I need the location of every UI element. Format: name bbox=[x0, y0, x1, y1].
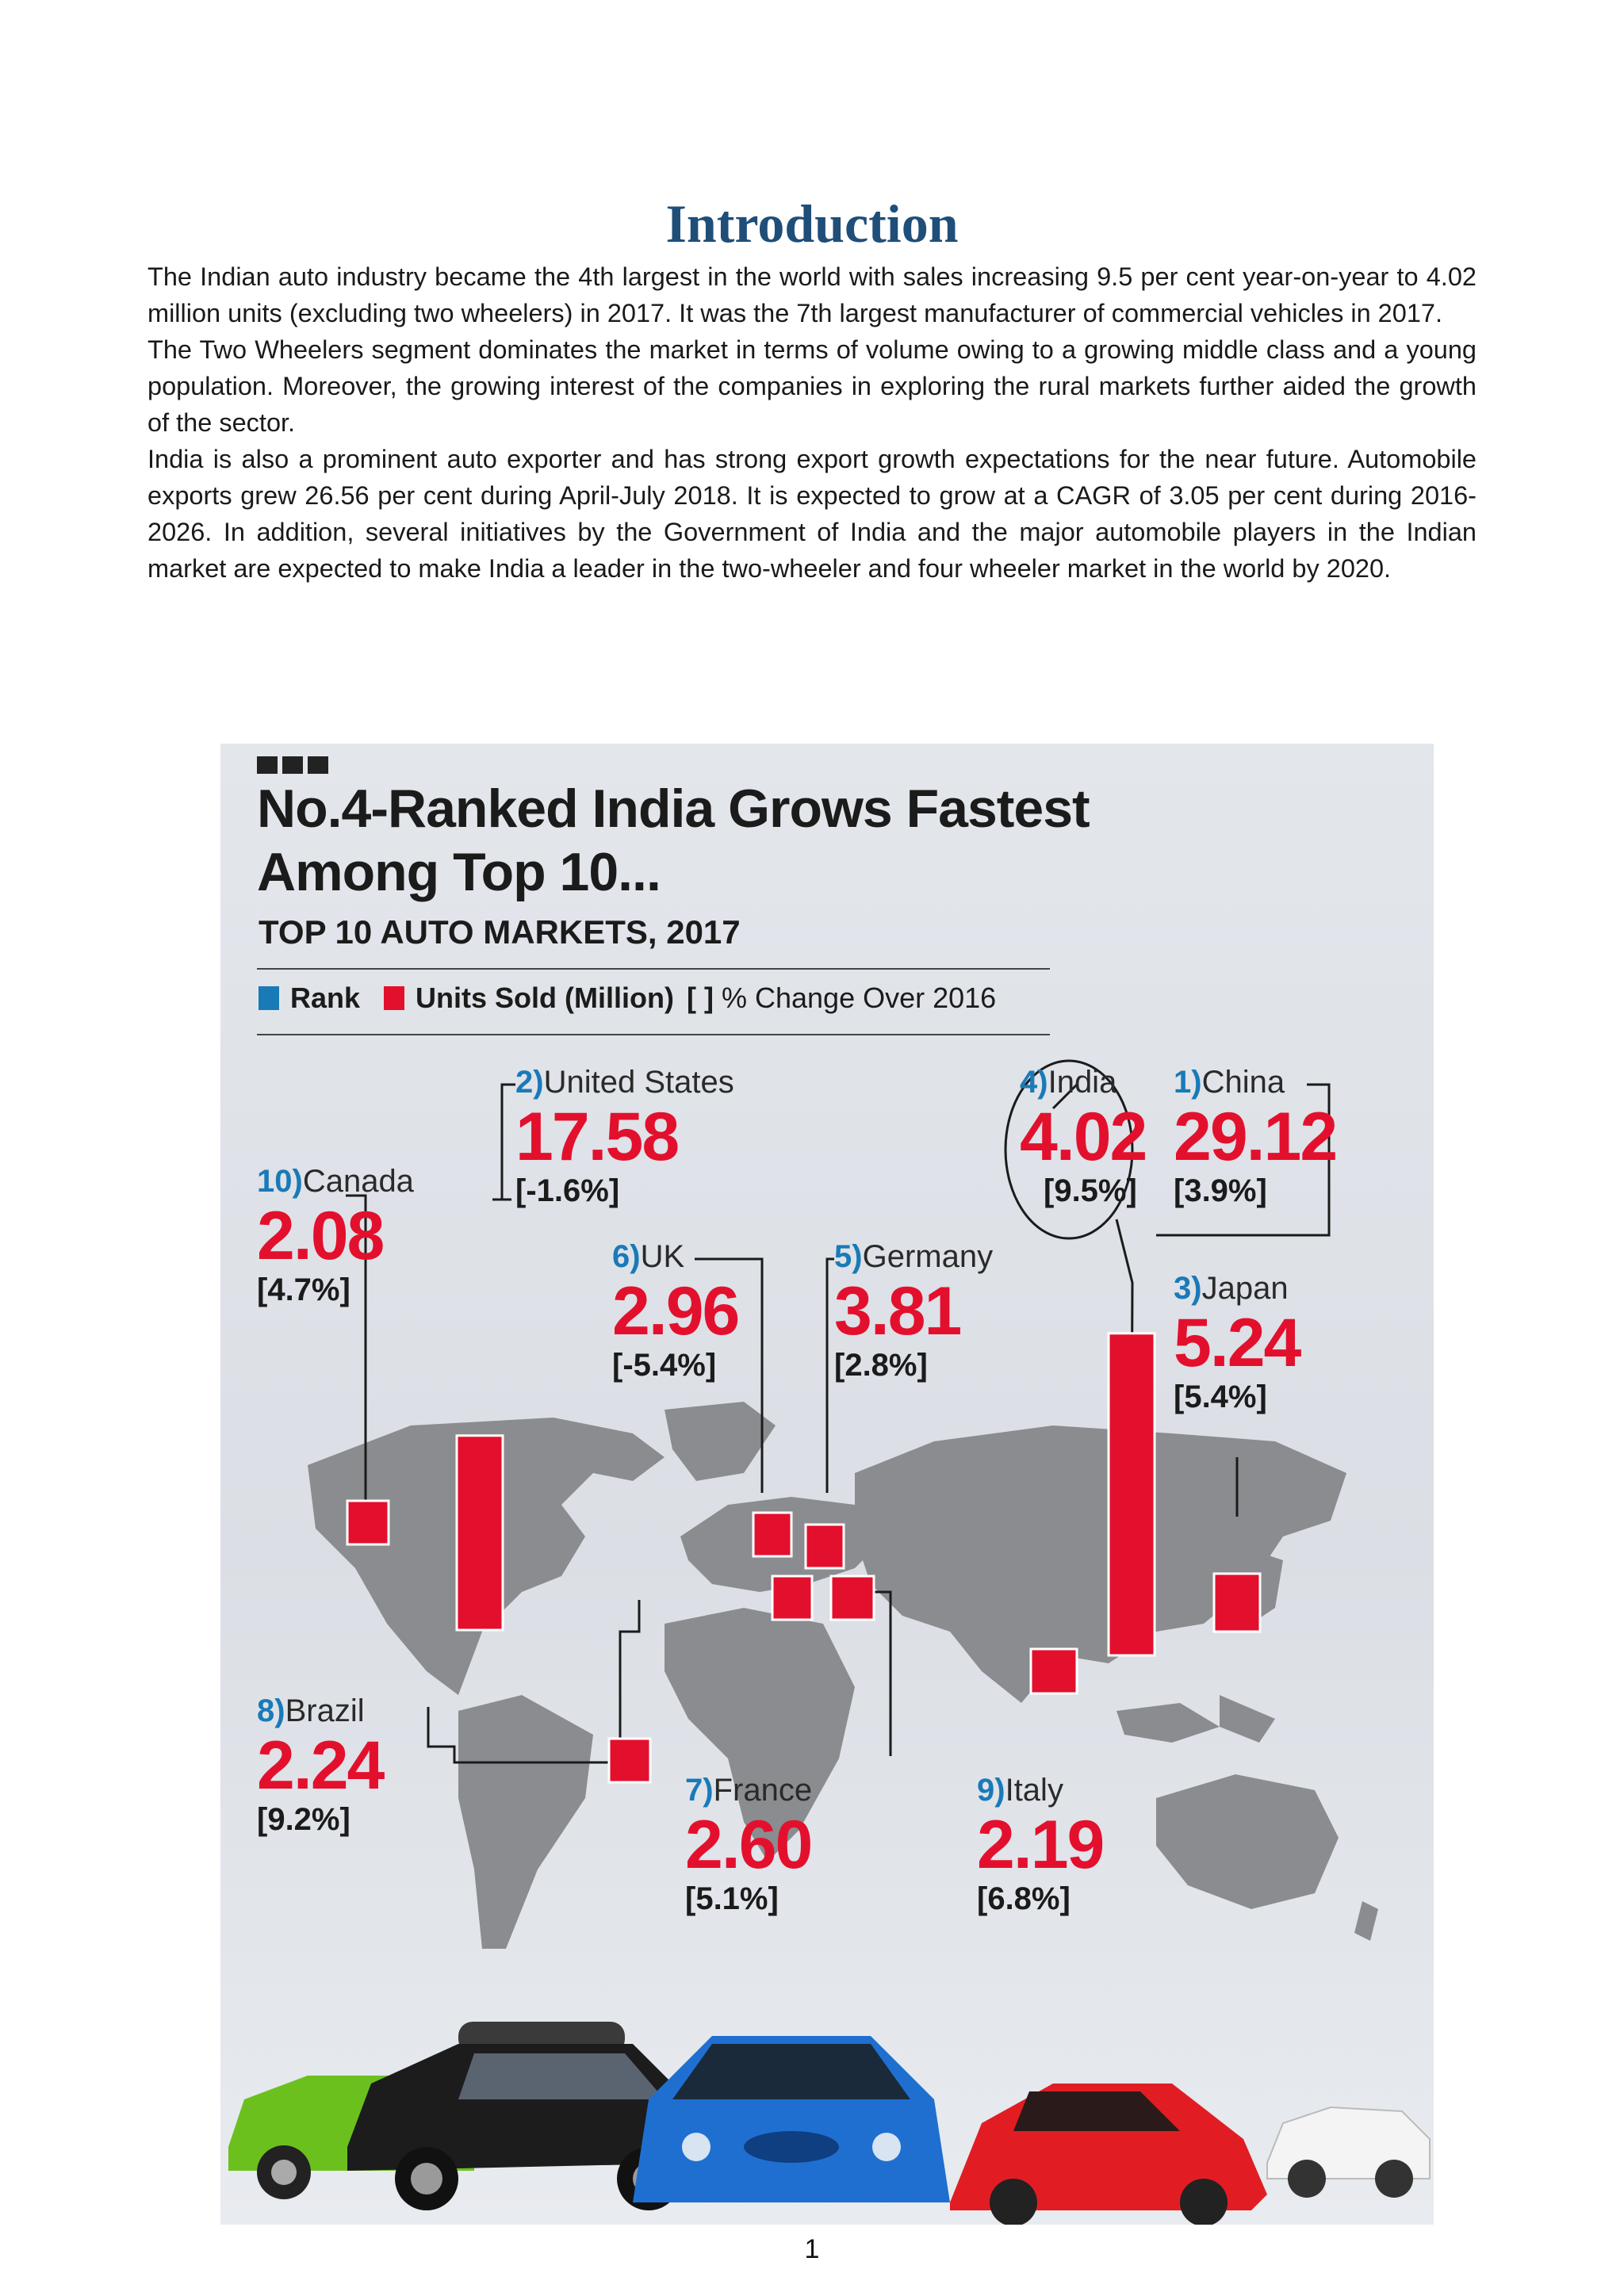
market-label-uk: 6)UK 2.96 [-5.4%] bbox=[612, 1239, 740, 1383]
change-value: [9.2%] bbox=[257, 1802, 350, 1837]
country-name: Brazil bbox=[285, 1693, 365, 1728]
unit-bar-italy bbox=[829, 1575, 875, 1621]
change-value: [5.1%] bbox=[685, 1881, 779, 1916]
country-name: China bbox=[1201, 1065, 1285, 1100]
unit-bar-united-states bbox=[455, 1434, 504, 1632]
country-name: France bbox=[713, 1773, 813, 1808]
unit-bar-china bbox=[1107, 1332, 1156, 1657]
page-number: 1 bbox=[804, 2234, 820, 2264]
market-label-france: 7)France 2.60 [5.1%] bbox=[685, 1773, 813, 1917]
legend-rank: Rank bbox=[290, 982, 361, 1014]
rank-number: 8) bbox=[257, 1693, 285, 1728]
country-name: Italy bbox=[1005, 1773, 1063, 1808]
market-label-japan: 3)Japan 5.24 [5.4%] bbox=[1174, 1271, 1301, 1415]
unit-bar-india bbox=[1029, 1647, 1078, 1695]
rank-number: 9) bbox=[977, 1773, 1005, 1808]
car-red bbox=[950, 2084, 1267, 2225]
country-name: Canada bbox=[302, 1164, 414, 1199]
rank-number: 1) bbox=[1174, 1065, 1202, 1100]
divider bbox=[257, 968, 1050, 970]
unit-bar-japan bbox=[1212, 1572, 1262, 1633]
cars-illustration bbox=[228, 2022, 1431, 2225]
units-value: 3.81 bbox=[834, 1273, 962, 1349]
divider bbox=[257, 1034, 1050, 1035]
units-value: 2.96 bbox=[612, 1273, 740, 1349]
auto-markets-infographic: No.4-Ranked India Grows Fastest Among To… bbox=[220, 744, 1434, 2225]
country-name: UK bbox=[640, 1239, 685, 1274]
unit-bar-uk bbox=[752, 1511, 793, 1558]
car-white bbox=[1266, 2106, 1431, 2198]
market-label-united-states: 2)United States 17.58 [-1.6%] bbox=[515, 1065, 734, 1209]
units-value: 2.08 bbox=[257, 1198, 385, 1274]
change-value: [4.7%] bbox=[257, 1272, 350, 1307]
units-swatch bbox=[384, 986, 405, 1010]
world-map bbox=[308, 1059, 1378, 1949]
legend-units: Units Sold (Million) bbox=[416, 982, 674, 1014]
units-value: 5.24 bbox=[1174, 1305, 1301, 1381]
change-value: [-5.4%] bbox=[612, 1348, 717, 1383]
market-label-china: 1)China 29.12 [3.9%] bbox=[1174, 1065, 1338, 1209]
unit-bar-france bbox=[771, 1575, 814, 1621]
change-value: [6.8%] bbox=[977, 1881, 1071, 1916]
change-value: [3.9%] bbox=[1174, 1173, 1267, 1208]
intro-paragraph: The Indian auto industry became the 4th … bbox=[147, 262, 1477, 327]
country-name: Germany bbox=[862, 1239, 994, 1274]
country-name: Japan bbox=[1201, 1271, 1289, 1306]
country-name: India bbox=[1048, 1065, 1117, 1100]
rank-number: 7) bbox=[685, 1773, 714, 1808]
market-label-india: 4)India 4.02 [9.5%] bbox=[1020, 1065, 1147, 1209]
units-value: 2.24 bbox=[257, 1728, 385, 1804]
car-blue bbox=[633, 2036, 950, 2202]
intro-paragraph: India is also a prominent auto exporter … bbox=[147, 445, 1477, 583]
page-title: Introduction bbox=[665, 193, 959, 254]
units-value: 2.19 bbox=[977, 1807, 1105, 1883]
infographic-subtitle: TOP 10 AUTO MARKETS, 2017 bbox=[259, 913, 741, 951]
change-value: [5.4%] bbox=[1174, 1380, 1267, 1414]
rank-number: 4) bbox=[1020, 1065, 1048, 1100]
intro-paragraph: The Two Wheelers segment dominates the m… bbox=[147, 335, 1477, 437]
rank-number: 3) bbox=[1174, 1271, 1202, 1306]
legend-change: % Change Over 2016 bbox=[721, 982, 997, 1014]
legend: Rank Units Sold (Million) [ ] % Change O… bbox=[259, 982, 996, 1015]
rank-number: 5) bbox=[834, 1239, 863, 1274]
connector-lines bbox=[346, 1083, 1331, 1778]
unit-bar-germany bbox=[804, 1523, 845, 1570]
unit-bar-brazil bbox=[607, 1737, 652, 1784]
intro-text: The Indian auto industry became the 4th … bbox=[147, 258, 1477, 587]
market-label-brazil: 8)Brazil 2.24 [9.2%] bbox=[257, 1693, 385, 1838]
units-value: 17.58 bbox=[515, 1099, 680, 1175]
infographic-title-line1: No.4-Ranked India Grows Fastest bbox=[257, 779, 1090, 839]
unit-bars bbox=[346, 1332, 1262, 1784]
india-callout-circle bbox=[1004, 1059, 1134, 1240]
unit-bar-canada bbox=[346, 1499, 390, 1546]
market-label-italy: 9)Italy 2.19 [6.8%] bbox=[977, 1773, 1105, 1917]
infographic-title: No.4-Ranked India Grows Fastest Among To… bbox=[257, 777, 1090, 904]
change-value: [9.5%] bbox=[1044, 1173, 1137, 1208]
infographic-title-line2: Among Top 10... bbox=[257, 842, 661, 902]
rank-number: 6) bbox=[612, 1239, 641, 1274]
rank-swatch bbox=[259, 986, 279, 1010]
units-value: 4.02 bbox=[1020, 1099, 1147, 1175]
header-mark bbox=[257, 756, 328, 774]
units-value: 2.60 bbox=[685, 1807, 813, 1883]
market-label-germany: 5)Germany 3.81 [2.8%] bbox=[834, 1239, 993, 1383]
change-value: [-1.6%] bbox=[515, 1173, 620, 1208]
rank-number: 2) bbox=[515, 1065, 544, 1100]
country-name: United States bbox=[543, 1065, 734, 1100]
market-label-canada: 10)Canada 2.08 [4.7%] bbox=[257, 1164, 414, 1308]
legend-bracket: [ ] bbox=[686, 982, 714, 1014]
units-value: 29.12 bbox=[1174, 1099, 1338, 1175]
change-value: [2.8%] bbox=[834, 1348, 928, 1383]
rank-number: 10) bbox=[257, 1164, 303, 1199]
